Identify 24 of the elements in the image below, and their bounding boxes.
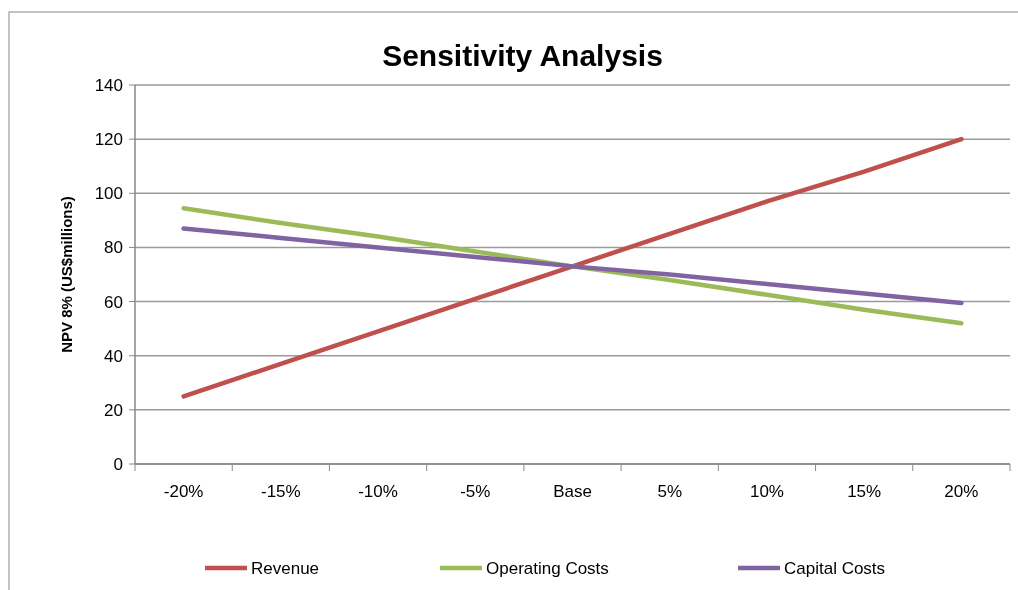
y-tick-label: 0 — [113, 454, 123, 474]
x-tick-label: -15% — [260, 482, 301, 501]
x-tick-label: 10% — [749, 482, 784, 501]
x-tick-label: -5% — [460, 482, 491, 501]
y-tick-label: 60 — [104, 292, 123, 312]
x-tick-label: 15% — [847, 482, 882, 501]
line-series — [181, 136, 964, 399]
legend-label: Revenue — [251, 558, 320, 578]
x-tick-label: 20% — [944, 482, 979, 501]
y-tick-label: 20 — [104, 400, 123, 420]
x-tick-label: 5% — [657, 482, 683, 501]
chart-title: Sensitivity Analysis — [382, 39, 663, 72]
y-tick-label: 100 — [94, 184, 123, 204]
y-tick-label: 120 — [94, 130, 123, 150]
y-axis-title: NPV 8% (US$millions) — [58, 196, 75, 353]
line-series — [181, 226, 964, 306]
y-tick-label: 80 — [104, 238, 123, 258]
x-tick-label: -10% — [358, 482, 398, 501]
x-tick-label: -20% — [163, 482, 204, 501]
y-tick-label: 140 — [94, 75, 123, 95]
y-tick-label: 40 — [104, 346, 123, 366]
legend-label: Capital Costs — [784, 558, 886, 578]
legend-label: Operating Costs — [486, 558, 609, 578]
x-tick-label: Base — [553, 482, 592, 501]
